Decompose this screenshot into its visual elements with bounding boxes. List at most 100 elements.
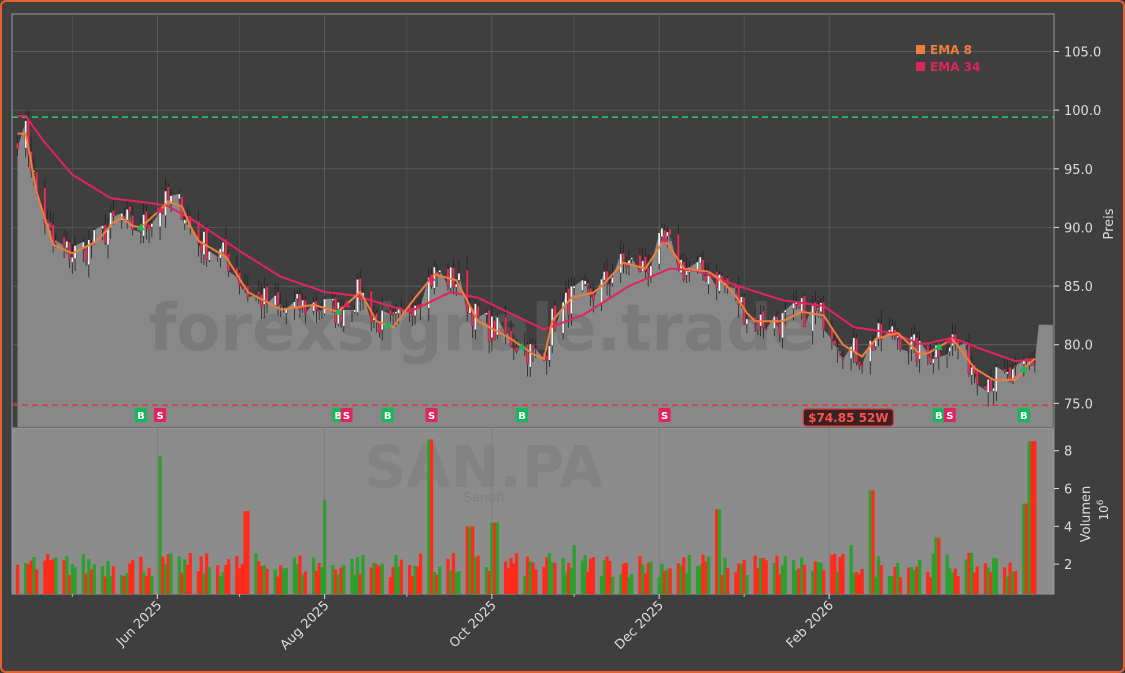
signal-label: B [518, 411, 526, 422]
candle-body-up [970, 366, 974, 376]
candle-body-down [46, 219, 49, 221]
candle-body-down [677, 233, 680, 270]
candle [858, 359, 861, 371]
candle [836, 338, 839, 364]
volume-bar [139, 556, 143, 594]
volume-bar [235, 556, 239, 594]
volume-bar [399, 559, 404, 594]
volume-bar [361, 555, 365, 594]
candle-body-down [16, 142, 19, 150]
candle-body-down [199, 240, 203, 252]
candle [262, 277, 266, 319]
candle-body-up [945, 354, 949, 357]
sell-signal-marker: S [658, 235, 671, 422]
candle-body-down [841, 357, 845, 360]
ema8-line [17, 132, 1036, 381]
volume-bar [87, 559, 91, 594]
candle-body-up [109, 212, 113, 228]
candle [775, 311, 779, 326]
volume-bar [588, 558, 593, 594]
volume-bar [871, 490, 875, 594]
volume-bar [599, 575, 604, 594]
candle-body-up [1011, 368, 1015, 380]
candle [608, 279, 612, 300]
candle-body-up [718, 274, 721, 292]
candle-body-down [62, 236, 66, 246]
candle [572, 276, 576, 295]
volume-bar [775, 555, 779, 594]
candle-body-up [71, 256, 74, 263]
volume-bar [534, 569, 538, 594]
candle-body-down [526, 344, 529, 365]
candle [583, 273, 587, 287]
candle [87, 230, 91, 278]
volume-bar [51, 559, 55, 594]
candle-body-up [208, 251, 211, 261]
volume-bar [756, 567, 760, 594]
candle [589, 284, 592, 306]
volume-bar [641, 564, 645, 594]
candle-body-up [342, 309, 346, 327]
volume-bar [276, 576, 280, 594]
volume-bar [320, 567, 324, 594]
volume-bar [394, 555, 398, 594]
volume-bar [246, 511, 250, 594]
candle-body-down [899, 336, 902, 350]
volume-bar [262, 565, 266, 594]
candle-body-down [298, 293, 302, 311]
candle-body-down [646, 267, 650, 274]
candle [125, 200, 129, 229]
volume-bar [887, 575, 892, 594]
volume-bar [734, 572, 738, 594]
volume-bar [860, 568, 864, 594]
candle [984, 383, 987, 391]
candle-body-down [775, 316, 779, 324]
candle [605, 258, 609, 296]
sell-signal-marker: S [425, 273, 438, 422]
candle [389, 306, 392, 322]
candle [112, 200, 115, 225]
candle [528, 339, 532, 377]
candle-body-down [989, 378, 993, 391]
volume-bar [331, 564, 335, 594]
candle [668, 228, 672, 242]
candle-body-up [454, 283, 458, 288]
volume-bar [586, 571, 590, 594]
candle-body-down [622, 252, 625, 262]
candle-body-down [663, 229, 666, 236]
candle [452, 258, 455, 295]
volume-bar [660, 563, 664, 594]
price-axis-label: Preis [1102, 208, 1117, 239]
volume-bar [898, 577, 903, 594]
candle-body-up [158, 211, 162, 227]
candle [265, 282, 269, 314]
candle-body-up [125, 208, 129, 221]
candle-body-up [496, 317, 499, 336]
volume-bar [986, 567, 990, 594]
volume-bar [353, 574, 357, 594]
candle-body-down [1033, 361, 1037, 363]
candle-body-up [485, 312, 488, 315]
candle [49, 210, 52, 230]
volume-bar [177, 556, 181, 594]
candle-body-down [668, 228, 672, 235]
volume-bar [281, 568, 286, 594]
candle [512, 342, 516, 361]
watermark-ticker: SAN.PA [364, 433, 603, 501]
volume-bar [358, 573, 362, 594]
candle-body-down [984, 385, 987, 391]
sell-signal-marker: S [340, 300, 353, 422]
volume-scale-label: 106 [1096, 499, 1111, 520]
candle [849, 340, 853, 371]
volume-bar [761, 557, 765, 594]
volume-bar [435, 574, 439, 594]
volume-bar [698, 565, 702, 594]
candle-body-up [890, 325, 894, 333]
volume-bar [835, 572, 840, 594]
volume-bar [29, 560, 33, 594]
candle [295, 290, 299, 307]
candle-body-up [561, 301, 565, 334]
candle-body-up [698, 256, 702, 264]
candle-body-down [858, 361, 861, 367]
volume-bar [279, 565, 283, 594]
